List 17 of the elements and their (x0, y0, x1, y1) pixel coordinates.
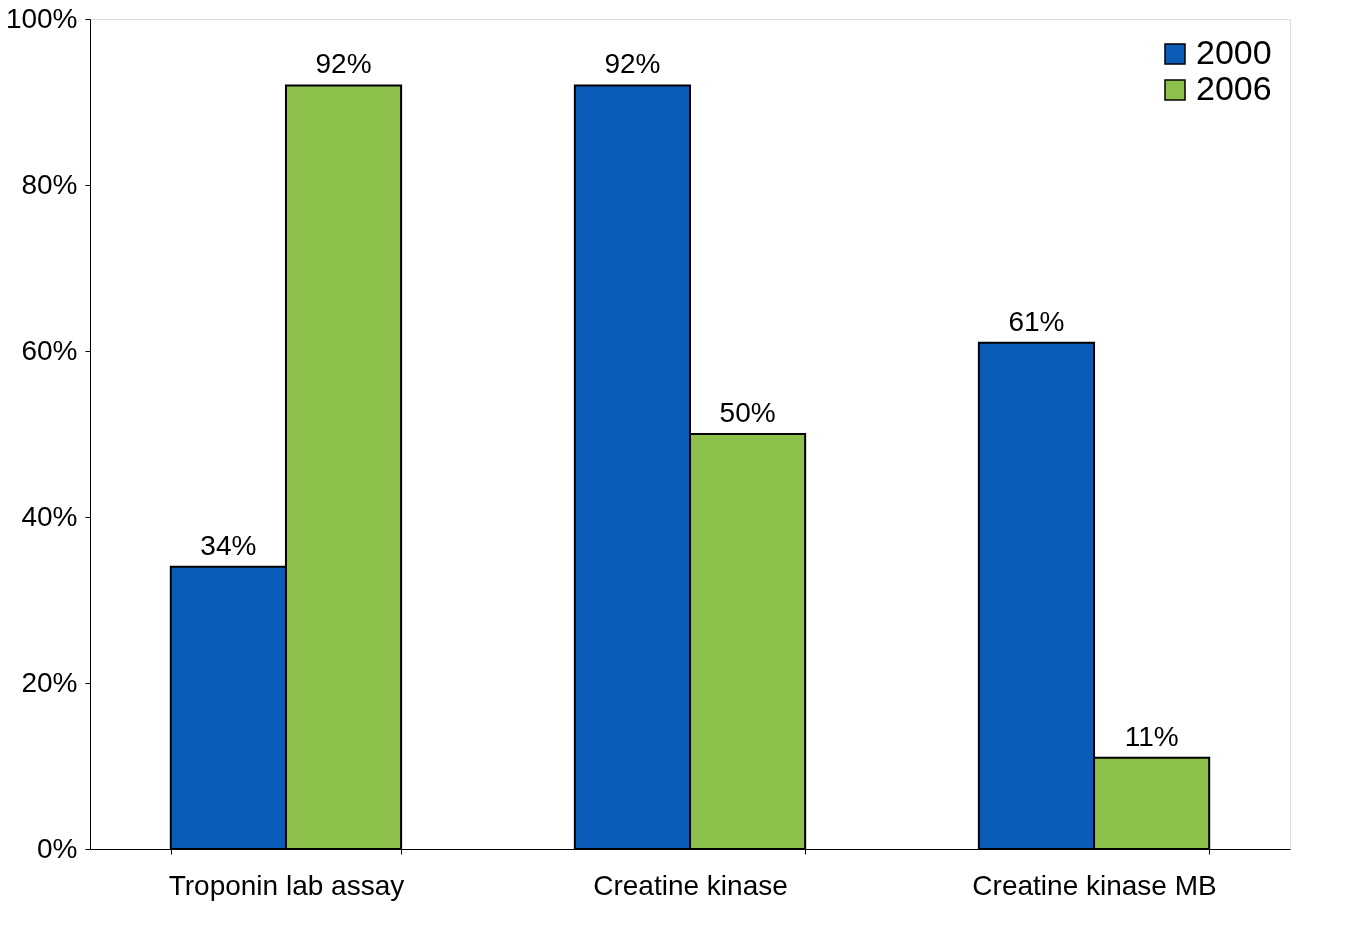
y-tick-label: 100% (5, 2, 78, 34)
x-tick-label: Creatine kinase MB (972, 869, 1217, 901)
data-label: 92% (315, 48, 372, 80)
y-tick-label: 0% (37, 832, 78, 864)
x-tick-label: Troponin lab assay (168, 869, 405, 901)
y-tick-label: 80% (21, 168, 78, 200)
data-label: 92% (604, 48, 661, 80)
data-label: 50% (719, 397, 776, 428)
y-tick-label: 60% (21, 334, 78, 366)
legend-label: 2000 (1196, 33, 1272, 71)
y-tick-label: 40% (21, 500, 78, 532)
data-label: 34% (200, 529, 257, 561)
data-label: 11% (1124, 720, 1179, 752)
y-tick-label: 20% (21, 666, 78, 698)
legend-label: 2006 (1196, 69, 1272, 107)
data-label: 61% (1008, 305, 1065, 337)
x-tick-label: Creatine kinase (593, 869, 788, 901)
